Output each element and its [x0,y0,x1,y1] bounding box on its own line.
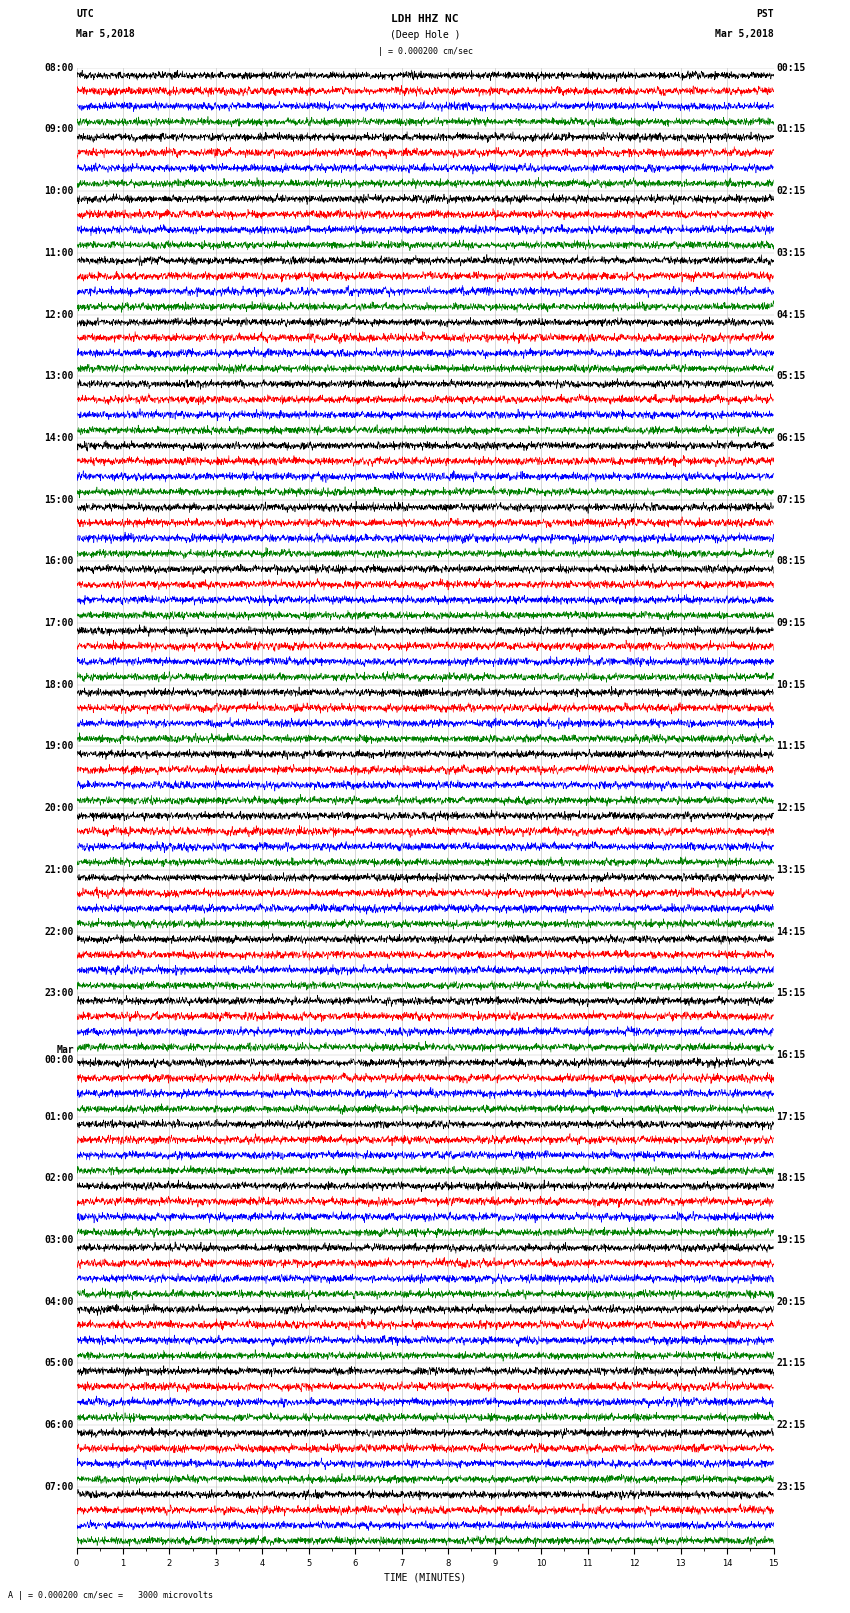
Text: 19:00: 19:00 [44,742,74,752]
Text: UTC: UTC [76,10,94,19]
Text: 08:15: 08:15 [776,556,806,566]
Text: 16:00: 16:00 [44,556,74,566]
Text: 17:00: 17:00 [44,618,74,627]
Text: 00:15: 00:15 [776,63,806,73]
Text: 22:15: 22:15 [776,1419,806,1431]
Text: 15:15: 15:15 [776,989,806,998]
Text: 10:15: 10:15 [776,679,806,690]
Text: 14:15: 14:15 [776,926,806,937]
Text: 20:00: 20:00 [44,803,74,813]
Text: | = 0.000200 cm/sec: | = 0.000200 cm/sec [377,47,473,56]
Text: 08:00: 08:00 [44,63,74,73]
Text: 13:15: 13:15 [776,865,806,874]
Text: 16:15: 16:15 [776,1050,806,1060]
Text: 23:15: 23:15 [776,1482,806,1492]
Text: 21:15: 21:15 [776,1358,806,1368]
Text: 02:15: 02:15 [776,185,806,197]
Text: PST: PST [756,10,774,19]
Text: 04:15: 04:15 [776,310,806,319]
Text: 11:00: 11:00 [44,248,74,258]
Text: 18:15: 18:15 [776,1173,806,1184]
Text: 05:15: 05:15 [776,371,806,381]
Text: 17:15: 17:15 [776,1111,806,1121]
Text: 12:00: 12:00 [44,310,74,319]
Text: Mar
00:00: Mar 00:00 [44,1045,74,1065]
Text: 10:00: 10:00 [44,185,74,197]
Text: A | = 0.000200 cm/sec =   3000 microvolts: A | = 0.000200 cm/sec = 3000 microvolts [8,1590,213,1600]
Text: 13:00: 13:00 [44,371,74,381]
Text: 09:00: 09:00 [44,124,74,134]
Text: 19:15: 19:15 [776,1236,806,1245]
Text: 18:00: 18:00 [44,679,74,690]
Text: 21:00: 21:00 [44,865,74,874]
Text: 22:00: 22:00 [44,926,74,937]
Text: 15:00: 15:00 [44,495,74,505]
Text: 06:00: 06:00 [44,1419,74,1431]
Text: 07:00: 07:00 [44,1482,74,1492]
Text: Mar 5,2018: Mar 5,2018 [76,29,135,39]
Text: 12:15: 12:15 [776,803,806,813]
Text: 01:15: 01:15 [776,124,806,134]
Text: 11:15: 11:15 [776,742,806,752]
Text: 04:00: 04:00 [44,1297,74,1307]
Text: 09:15: 09:15 [776,618,806,627]
Text: 14:00: 14:00 [44,432,74,444]
Text: (Deep Hole ): (Deep Hole ) [390,31,460,40]
Text: Mar 5,2018: Mar 5,2018 [715,29,774,39]
Text: LDH HHZ NC: LDH HHZ NC [391,15,459,24]
Text: 20:15: 20:15 [776,1297,806,1307]
Text: 05:00: 05:00 [44,1358,74,1368]
Text: 06:15: 06:15 [776,432,806,444]
Text: 02:00: 02:00 [44,1173,74,1184]
Text: 03:00: 03:00 [44,1236,74,1245]
X-axis label: TIME (MINUTES): TIME (MINUTES) [384,1573,466,1582]
Text: 23:00: 23:00 [44,989,74,998]
Text: 07:15: 07:15 [776,495,806,505]
Text: 01:00: 01:00 [44,1111,74,1121]
Text: 03:15: 03:15 [776,248,806,258]
